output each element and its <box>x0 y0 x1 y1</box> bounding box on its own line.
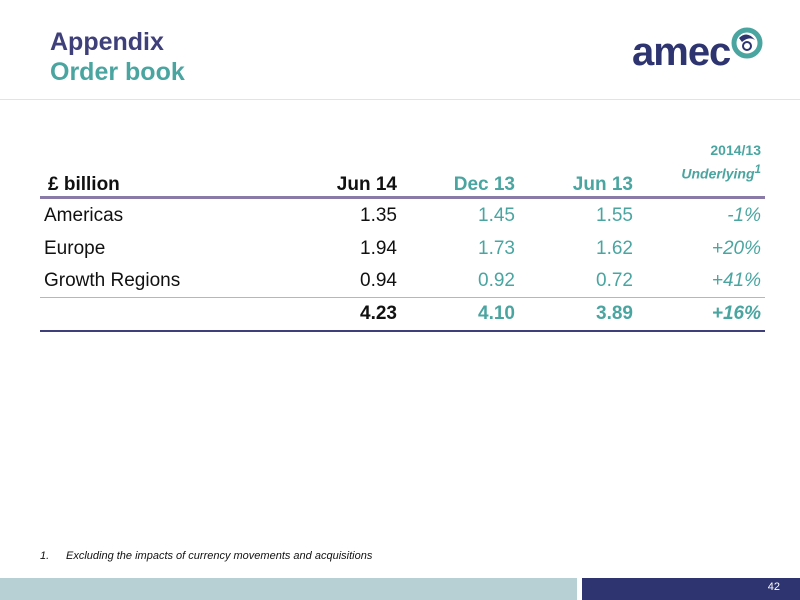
cell-jun13: 1.55 <box>596 205 633 226</box>
footer-bar-right: 42 <box>582 578 800 600</box>
footer-bar-left <box>0 578 577 600</box>
page-number: 42 <box>767 581 780 593</box>
header-jun14: Jun 14 <box>336 174 397 195</box>
table-row: Americas 1.35 1.45 1.55 -1% <box>40 198 765 234</box>
header-jun13: Jun 13 <box>572 174 633 195</box>
table-row: Growth Regions 0.94 0.92 0.72 +41% <box>40 265 765 298</box>
logo-text: amec <box>632 30 731 74</box>
header-dec13: Dec 13 <box>453 174 515 195</box>
total-label <box>40 297 263 332</box>
cell-jun14: 1.94 <box>360 238 397 259</box>
slide-subtitle: Order book <box>50 58 185 86</box>
header-label: £ billion <box>48 174 120 195</box>
cell-jun14: 0.94 <box>360 270 397 291</box>
header-underlying-label: Underlying <box>681 166 755 182</box>
total-underlying: +16% <box>637 297 765 332</box>
header-underlying-note: 1 <box>754 163 761 177</box>
total-dec13: 4.10 <box>401 297 519 332</box>
footnote: 1. Excluding the impacts of currency move… <box>40 550 372 562</box>
cell-jun14: 1.35 <box>360 205 397 226</box>
row-label: Americas <box>44 205 124 226</box>
footnote-number: 1. <box>40 550 50 562</box>
slide-title: Appendix <box>50 28 164 56</box>
total-jun14: 4.23 <box>263 297 401 332</box>
total-row: 4.23 4.10 3.89 +16% <box>40 297 765 332</box>
footnote-text: Excluding the impacts of currency moveme… <box>66 550 373 562</box>
cell-underlying: +41% <box>711 270 761 291</box>
cell-dec13: 0.92 <box>478 270 515 291</box>
cell-dec13: 1.73 <box>478 238 515 259</box>
row-label: Growth Regions <box>44 270 181 291</box>
cell-dec13: 1.45 <box>478 205 515 226</box>
table-header-row: £ billion Jun 14 Dec 13 Jun 13 2014/13 U… <box>40 128 765 198</box>
table-row: Europe 1.94 1.73 1.62 +20% <box>40 233 765 265</box>
header-divider <box>0 99 800 100</box>
row-label: Europe <box>44 238 106 259</box>
cell-jun13: 1.62 <box>596 238 633 259</box>
total-jun13: 3.89 <box>519 297 637 332</box>
cell-underlying: +20% <box>711 238 761 259</box>
cell-jun13: 0.72 <box>596 270 633 291</box>
logo-swirl-icon <box>731 27 763 59</box>
amec-logo: amec <box>630 26 770 76</box>
order-book-table: £ billion Jun 14 Dec 13 Jun 13 2014/13 U… <box>40 128 765 332</box>
header-underlying-year: 2014/13 <box>710 142 761 159</box>
header-underlying: 2014/13 Underlying1 <box>637 128 765 198</box>
cell-underlying: -1% <box>727 205 761 226</box>
